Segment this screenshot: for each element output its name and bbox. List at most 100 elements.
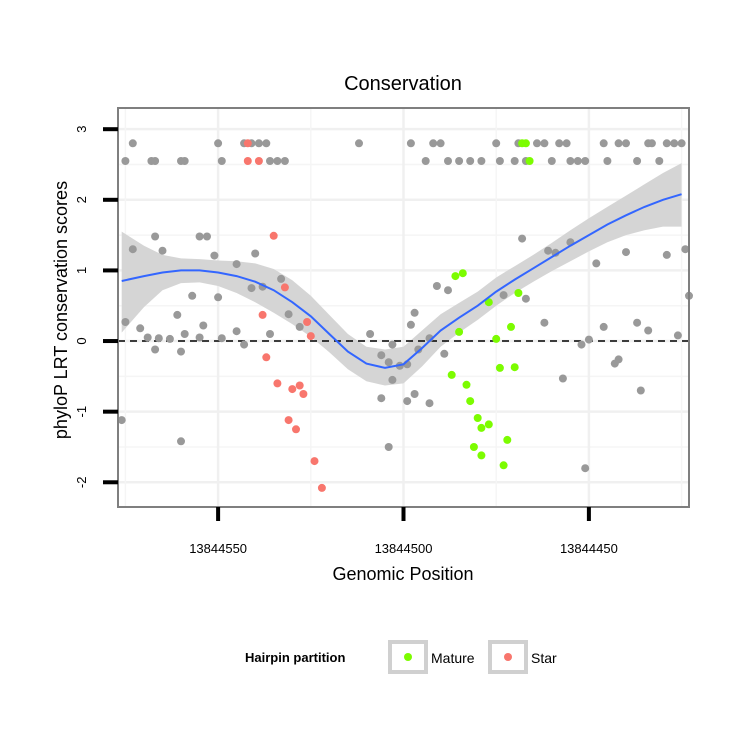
- x-tick-label: 13844450: [560, 541, 618, 556]
- point-other: [603, 157, 612, 165]
- point-other: [199, 321, 208, 330]
- point-star: [273, 379, 282, 388]
- data-points: [117, 139, 693, 492]
- point-other: [151, 345, 160, 354]
- point-other: [143, 333, 152, 342]
- point-other: [425, 399, 434, 408]
- point-other: [533, 139, 541, 148]
- point-star: [254, 157, 263, 165]
- point-other: [240, 340, 249, 349]
- point-other: [599, 139, 608, 148]
- point-other: [121, 318, 130, 326]
- point-other: [636, 386, 645, 395]
- point-other: [614, 139, 623, 148]
- point-mature: [484, 420, 493, 429]
- point-other: [421, 157, 430, 165]
- point-other: [662, 139, 671, 148]
- point-other: [614, 355, 623, 364]
- point-other: [214, 139, 223, 148]
- point-mature: [466, 397, 475, 406]
- point-star: [243, 157, 252, 165]
- point-other: [388, 375, 397, 384]
- legend-title: Hairpin partition: [245, 650, 345, 665]
- point-other: [547, 157, 556, 165]
- point-other: [677, 139, 686, 148]
- point-other: [492, 139, 501, 148]
- point-star: [310, 457, 319, 466]
- point-other: [377, 351, 386, 360]
- point-mature: [499, 461, 508, 470]
- point-other: [681, 245, 690, 254]
- point-star: [269, 231, 278, 240]
- point-other: [151, 157, 160, 165]
- point-other: [495, 157, 504, 165]
- point-other: [232, 260, 241, 269]
- y-tick-label: 0: [74, 337, 89, 344]
- point-mature: [525, 157, 534, 165]
- point-other: [195, 333, 204, 342]
- point-mature: [514, 289, 523, 297]
- point-other: [622, 248, 630, 257]
- point-mature: [521, 139, 530, 148]
- point-mature: [492, 334, 501, 343]
- point-mature: [451, 272, 460, 281]
- confidence-band: [121, 163, 682, 386]
- point-mature: [507, 322, 515, 331]
- point-mature: [477, 423, 486, 432]
- point-other: [151, 232, 160, 241]
- point-other: [284, 310, 293, 319]
- point-other: [177, 347, 185, 356]
- point-star: [292, 425, 300, 434]
- point-other: [540, 139, 549, 148]
- point-other: [410, 390, 419, 398]
- point-other: [577, 340, 586, 349]
- point-other: [377, 394, 386, 403]
- point-other: [406, 320, 415, 329]
- smooth-curve: [121, 193, 682, 369]
- smooth-line: [121, 193, 682, 369]
- point-other: [384, 443, 393, 451]
- point-other: [121, 157, 130, 165]
- point-other: [647, 139, 656, 148]
- point-other: [444, 286, 452, 295]
- point-other: [210, 251, 219, 260]
- point-other: [154, 334, 163, 343]
- point-star: [243, 139, 252, 148]
- point-other: [273, 157, 282, 165]
- point-other: [251, 249, 260, 258]
- x-axis: 13844550 13844500 13844450: [189, 507, 618, 556]
- point-other: [128, 139, 137, 148]
- point-star: [295, 381, 304, 390]
- point-other: [555, 139, 564, 148]
- point-other: [455, 157, 464, 165]
- point-mature: [510, 363, 519, 372]
- point-other: [466, 157, 475, 165]
- point-other: [388, 340, 397, 349]
- confidence-band-area: [121, 163, 682, 386]
- legend: Hairpin partition Mature Star: [245, 640, 557, 674]
- y-tick-label: -1: [74, 406, 89, 418]
- point-other: [599, 322, 608, 331]
- legend-dot-mature: [404, 653, 412, 661]
- point-other: [266, 157, 274, 165]
- y-axis: -2 -1 0 1 2 3: [74, 126, 118, 488]
- point-other: [440, 349, 449, 358]
- point-other: [429, 139, 438, 148]
- x-tick-label: 13844550: [189, 541, 247, 556]
- point-other: [136, 324, 145, 333]
- point-other: [158, 246, 167, 255]
- point-other: [214, 293, 223, 302]
- y-tick-label: 1: [74, 267, 89, 274]
- grid-lines: [118, 108, 689, 507]
- point-mature: [458, 269, 467, 278]
- point-star: [299, 390, 308, 398]
- point-other: [195, 232, 204, 241]
- legend-dot-star: [504, 653, 512, 661]
- point-other: [633, 318, 642, 327]
- y-axis-title: phyloP LRT conservation scores: [51, 181, 71, 439]
- point-other: [217, 157, 226, 165]
- point-other: [165, 334, 174, 343]
- point-star: [306, 332, 315, 341]
- y-tick-label: 3: [74, 126, 89, 133]
- point-other: [277, 274, 286, 283]
